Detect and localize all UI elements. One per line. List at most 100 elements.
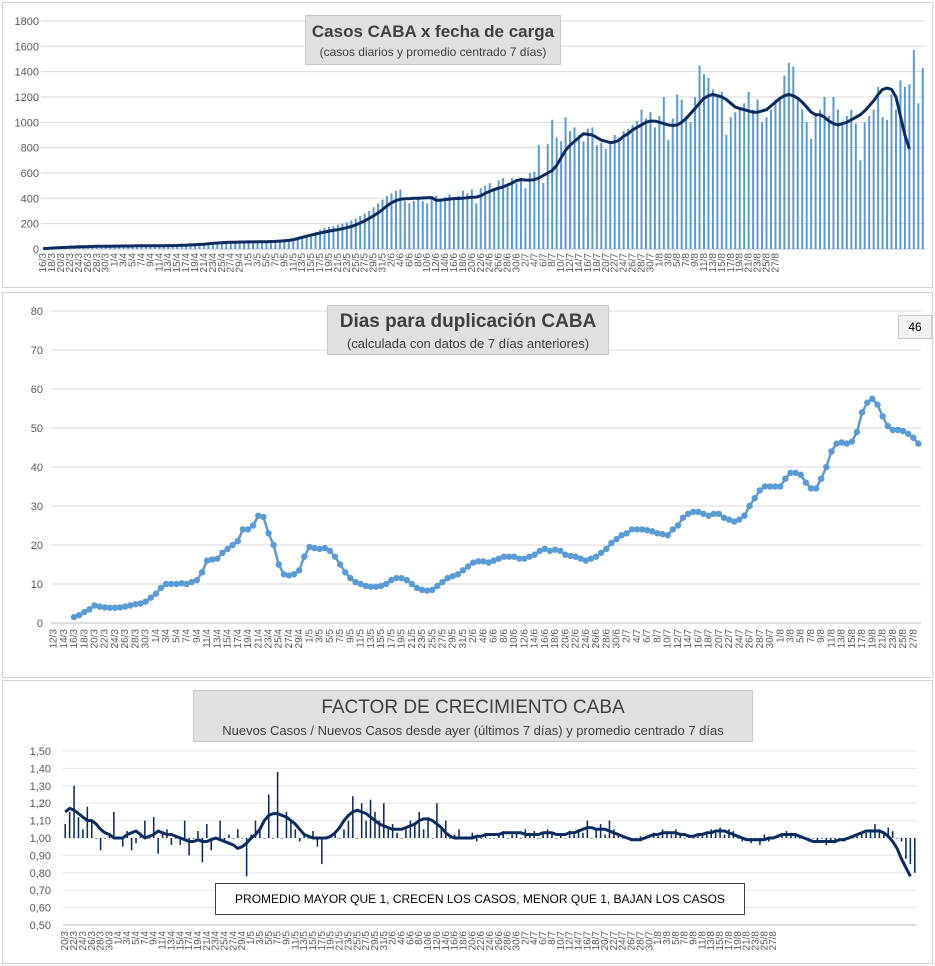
point — [91, 602, 98, 609]
bar — [453, 834, 456, 838]
bar — [201, 838, 204, 863]
x-tick-label: 31/5 — [379, 931, 390, 951]
bar — [265, 241, 268, 249]
x-tick-label: 30/3 — [101, 253, 112, 273]
x-tick-label: 2/6 — [386, 253, 397, 267]
bar — [292, 238, 295, 249]
point — [255, 512, 262, 519]
y-tick-label: 30 — [31, 501, 43, 513]
bar — [216, 242, 219, 249]
bar — [95, 838, 97, 839]
x-tick-label: 4/7 — [529, 931, 540, 945]
x-tick-label: 16/3 — [69, 629, 80, 649]
bar — [274, 241, 277, 249]
point — [173, 580, 180, 588]
x-tick-label: 6/6 — [404, 253, 415, 267]
bar — [197, 831, 199, 838]
point — [408, 580, 415, 588]
point — [168, 580, 175, 588]
point — [541, 545, 549, 553]
x-tick-label: 9/5 — [345, 629, 356, 643]
y-tick-label: 80 — [31, 306, 43, 318]
point — [132, 601, 139, 608]
x-tick-label: 20/3 — [90, 629, 101, 649]
bar — [586, 128, 589, 249]
bar — [909, 838, 912, 865]
bar — [403, 200, 406, 249]
bar — [396, 832, 398, 838]
bar — [347, 820, 350, 838]
point — [316, 545, 323, 553]
x-tick-label: 14/7 — [573, 931, 584, 951]
bar — [431, 838, 434, 839]
x-tick-label: 18/7 — [591, 931, 602, 951]
bar — [298, 838, 301, 842]
chart-duplicacion-title-box: Dias para duplicación CABA (calculada co… — [327, 305, 609, 355]
bar — [511, 834, 513, 838]
bar — [247, 241, 250, 249]
bar — [458, 829, 460, 838]
bar — [560, 141, 563, 249]
x-tick-label: 28/7 — [755, 629, 766, 649]
bar — [378, 820, 381, 838]
x-tick-label: 11/4 — [202, 629, 213, 648]
bar — [99, 838, 102, 851]
bar — [537, 838, 540, 839]
bar — [914, 838, 916, 873]
bar — [683, 838, 686, 839]
x-tick-label: 19/4 — [243, 629, 254, 649]
bar — [457, 195, 460, 249]
point — [771, 483, 779, 490]
y-tick-label: 200 — [21, 219, 39, 231]
bar — [381, 199, 384, 249]
x-tick-label: 2/6 — [388, 931, 399, 945]
bar — [223, 838, 226, 842]
x-tick-label: 21/8 — [744, 253, 755, 273]
bar — [374, 811, 376, 838]
x-tick-label: 28/3 — [96, 931, 107, 951]
point — [567, 552, 574, 560]
x-tick-label: 14/6 — [441, 931, 452, 951]
x-tick-label: 15/8 — [715, 931, 726, 951]
x-tick-label: 11/8 — [826, 629, 837, 648]
bar — [372, 207, 375, 249]
x-tick-label: 28/7 — [635, 931, 646, 951]
point — [270, 541, 277, 549]
x-tick-label: 16/6 — [450, 931, 461, 951]
chart-casos-panel: 0 200 400 600 800 1000 1200 1400 1600 1800 16/3 18/… — [2, 2, 933, 288]
x-tick-label: 22/7 — [724, 629, 735, 649]
x-tick-label: 17/5 — [317, 931, 328, 951]
x-tick-label: 1/5 — [304, 629, 315, 643]
bar — [228, 834, 230, 838]
chart-casos-title: Casos CABA x fecha de carga — [311, 22, 555, 41]
point — [331, 553, 339, 560]
bar — [323, 228, 326, 249]
bar — [82, 829, 84, 838]
x-tick-label: 5/5 — [264, 931, 275, 945]
point — [869, 395, 876, 402]
bar — [546, 143, 549, 249]
x-tick-label: 22/6 — [571, 629, 582, 649]
bar — [220, 242, 223, 249]
point — [183, 580, 190, 588]
x-tick-label: 27/8 — [908, 629, 919, 649]
bar — [189, 244, 192, 249]
bar — [644, 118, 647, 250]
point — [388, 576, 395, 584]
bar — [878, 829, 881, 838]
bar — [232, 838, 235, 839]
bar — [872, 109, 875, 250]
bar — [135, 838, 137, 844]
x-tick-label: 19/4 — [193, 931, 204, 951]
x-tick-label: 20/6 — [467, 253, 478, 273]
x-tick-label: 26/3 — [83, 253, 94, 273]
point — [393, 574, 400, 582]
bar — [836, 109, 839, 250]
point — [818, 475, 825, 482]
y-tick-label: 70 — [31, 345, 43, 357]
bar — [307, 838, 310, 839]
x-tick-label: 10/7 — [556, 253, 567, 273]
x-tick-label: 31/5 — [458, 629, 469, 649]
x-tick-label: 21/8 — [878, 629, 889, 649]
x-tick-label: 3/4 — [122, 931, 133, 945]
